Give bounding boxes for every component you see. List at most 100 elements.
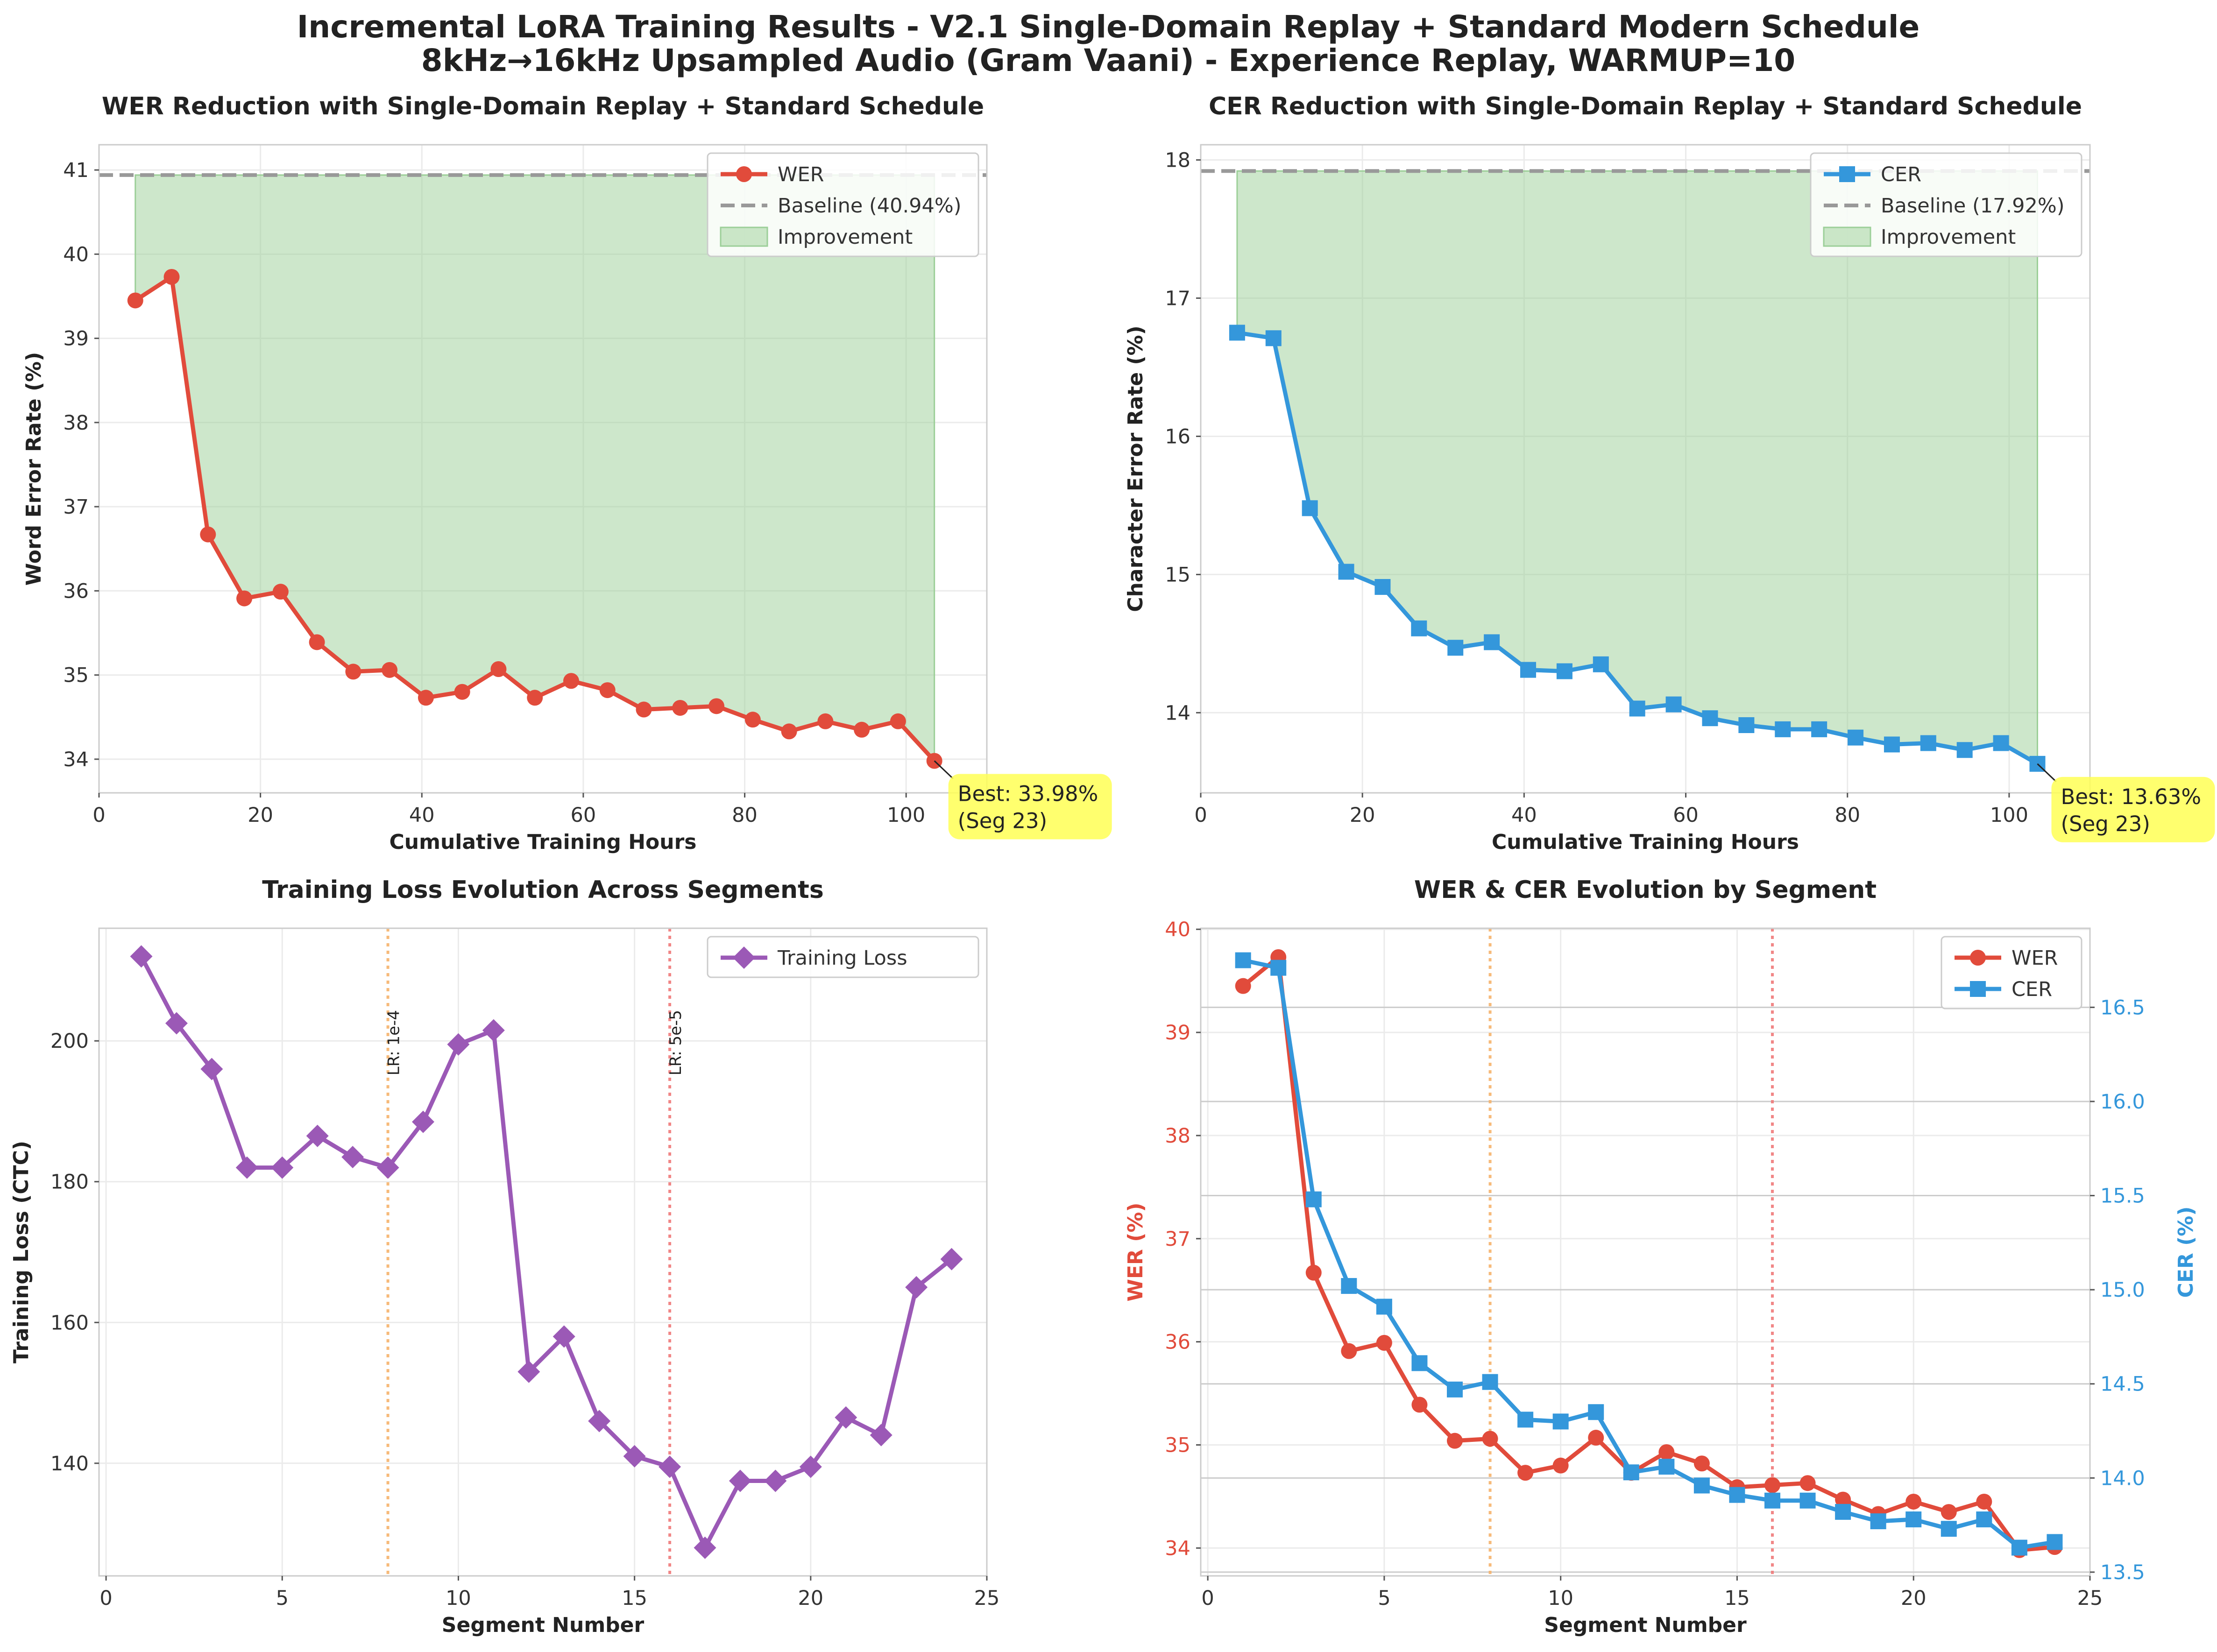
data-point bbox=[1376, 1334, 1392, 1351]
data-point bbox=[672, 699, 688, 716]
data-point bbox=[1976, 1493, 1992, 1510]
data-point bbox=[1593, 656, 1609, 672]
data-point bbox=[1411, 620, 1427, 636]
data-point bbox=[482, 1019, 505, 1042]
y-tick-label: 15 bbox=[1165, 563, 1190, 586]
data-point bbox=[1775, 721, 1791, 737]
data-point bbox=[1374, 579, 1391, 595]
figure-title-line1: Incremental LoRA Training Results - V2.1… bbox=[297, 9, 1920, 45]
data-point bbox=[744, 712, 761, 728]
data-point bbox=[2011, 1539, 2027, 1556]
plot-area bbox=[99, 928, 987, 1576]
y-tick-label: 39 bbox=[1165, 1021, 1190, 1045]
x-tick-label: 15 bbox=[622, 1587, 647, 1610]
data-point bbox=[694, 1536, 716, 1559]
y-axis-label: Word Error Rate (%) bbox=[22, 352, 46, 586]
x-tick-label: 60 bbox=[1673, 804, 1699, 827]
data-point bbox=[1884, 736, 1900, 753]
data-point bbox=[588, 1410, 611, 1433]
legend-marker bbox=[736, 166, 752, 182]
x-tick-label: 10 bbox=[1548, 1587, 1573, 1610]
data-point bbox=[940, 1248, 963, 1271]
y-tick-label: 40 bbox=[1165, 918, 1190, 941]
x-tick-label: 0 bbox=[1201, 1587, 1214, 1610]
cer-hours-panel: 0 20 40 60 80 100 14 15 16 17 18 CER Reduction with… bbox=[1124, 92, 2215, 854]
legend-label: Baseline (40.94%) bbox=[778, 194, 962, 218]
data-point bbox=[1517, 1412, 1534, 1428]
legend-label: CER bbox=[2012, 978, 2052, 1001]
annotation-arrow bbox=[2037, 763, 2057, 782]
data-point bbox=[309, 634, 325, 650]
data-point bbox=[376, 1156, 399, 1179]
y-tick-label: 17 bbox=[1165, 287, 1190, 311]
y-tick-label: 37 bbox=[63, 495, 89, 519]
y-tick-label: 200 bbox=[50, 1030, 89, 1053]
data-point bbox=[659, 1455, 681, 1478]
data-point bbox=[1341, 1278, 1357, 1294]
data-point bbox=[1941, 1521, 1957, 1537]
data-point bbox=[905, 1276, 928, 1299]
data-point bbox=[1905, 1511, 1922, 1528]
data-point bbox=[1665, 696, 1682, 713]
panel-title: WER & CER Evolution by Segment bbox=[1414, 876, 1877, 904]
data-point bbox=[1341, 1343, 1357, 1359]
data-point bbox=[127, 292, 143, 309]
data-point bbox=[130, 945, 153, 968]
data-point bbox=[563, 673, 579, 689]
x-tick-label: 0 bbox=[1194, 804, 1207, 827]
data-point bbox=[1693, 1477, 1710, 1494]
data-point bbox=[1552, 1413, 1569, 1430]
data-point bbox=[1588, 1404, 1604, 1420]
figure-title-line2: 8kHz→16kHz Upsampled Audio (Gram Vaani) … bbox=[421, 42, 1795, 78]
data-point bbox=[1338, 564, 1354, 580]
y-tick-label: 160 bbox=[50, 1311, 89, 1334]
y-tick-label: 16 bbox=[1165, 425, 1190, 448]
y-tick-label: 38 bbox=[1165, 1124, 1190, 1148]
y-tick-label: 38 bbox=[63, 411, 89, 435]
x-tick-label: 100 bbox=[887, 804, 925, 827]
data-point bbox=[1811, 721, 1827, 737]
y-tick-label: 40 bbox=[63, 243, 89, 266]
data-point bbox=[345, 664, 361, 680]
x-tick-label: 80 bbox=[1835, 804, 1860, 827]
y-axis-label: Training Loss (CTC) bbox=[9, 1141, 33, 1363]
lr-change-label: LR: 5e-5 bbox=[666, 1010, 685, 1075]
y-right-tick-label: 16.0 bbox=[2100, 1090, 2145, 1114]
y-right-axis-label: CER (%) bbox=[2174, 1207, 2198, 1298]
data-point bbox=[165, 1012, 188, 1035]
data-point bbox=[1517, 1465, 1534, 1481]
data-point bbox=[623, 1445, 646, 1468]
y-tick-label: 14 bbox=[1165, 701, 1190, 725]
legend-box bbox=[707, 936, 979, 978]
data-point bbox=[527, 690, 543, 706]
x-tick-label: 15 bbox=[1724, 1587, 1750, 1610]
x-tick-label: 25 bbox=[2077, 1587, 2103, 1610]
data-point bbox=[1799, 1475, 1816, 1491]
x-axis-label: Cumulative Training Hours bbox=[1492, 830, 1799, 854]
data-point bbox=[272, 584, 289, 600]
data-point bbox=[1764, 1492, 1780, 1509]
data-point bbox=[1623, 1464, 1639, 1481]
plot-area bbox=[1201, 928, 2090, 1576]
legend-label: CER bbox=[1881, 163, 1921, 186]
y-tick-label: 180 bbox=[50, 1171, 89, 1194]
data-point bbox=[1848, 729, 1864, 746]
data-point bbox=[341, 1145, 364, 1168]
data-point bbox=[1552, 1457, 1569, 1474]
x-tick-label: 80 bbox=[732, 804, 758, 827]
y-axis-label: WER (%) bbox=[1124, 1202, 1147, 1301]
annotation-line2: (Seg 23) bbox=[958, 809, 1048, 833]
lr-change-label: LR: 1e-4 bbox=[385, 1010, 404, 1075]
data-point bbox=[1976, 1511, 1992, 1528]
data-point bbox=[1693, 1455, 1710, 1472]
panel-title: Training Loss Evolution Across Segments bbox=[262, 876, 824, 904]
data-point bbox=[1235, 952, 1251, 968]
plot-frame bbox=[98, 144, 988, 794]
data-point bbox=[1305, 1191, 1322, 1207]
data-point bbox=[835, 1406, 857, 1429]
y-right-tick-label: 15.0 bbox=[2100, 1278, 2145, 1302]
y-right-tick-label: 15.5 bbox=[2100, 1185, 2145, 1208]
data-point bbox=[1835, 1491, 1851, 1508]
data-point bbox=[200, 1058, 223, 1080]
plot-frame bbox=[1200, 144, 2091, 794]
